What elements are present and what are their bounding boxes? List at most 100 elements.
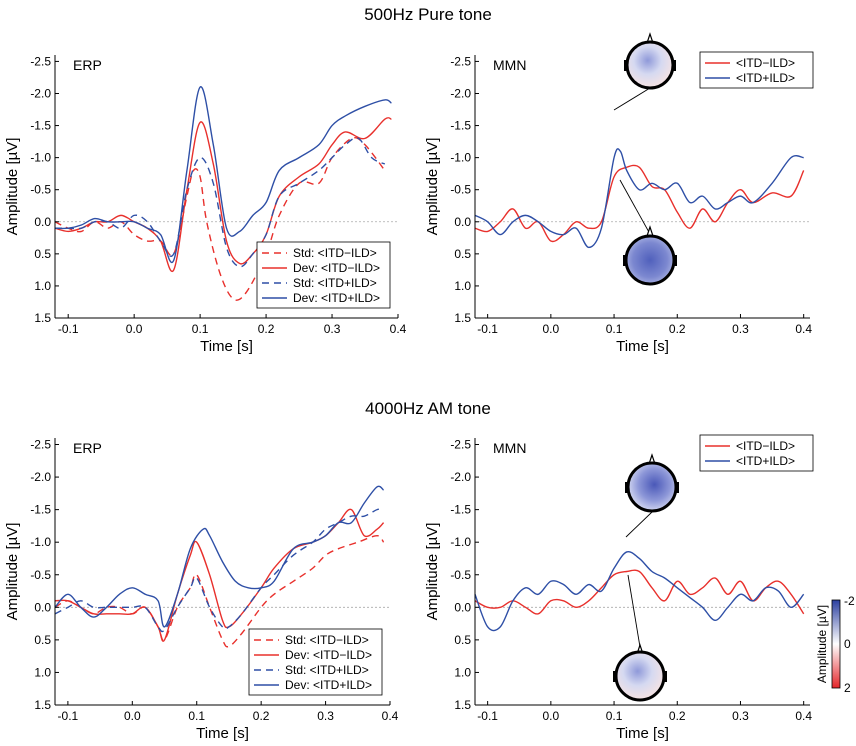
legend-entry: <ITD+ILD> <box>736 71 795 85</box>
series-line-0 <box>474 569 805 615</box>
panel-label: ERP <box>73 57 102 73</box>
x-tick-label: -0.1 <box>58 322 79 336</box>
x-axis-label: Time [s] <box>616 725 669 742</box>
y-tick-label: 1.5 <box>34 311 51 325</box>
y-tick-label: 0.0 <box>454 215 471 229</box>
legend-entry: <ITD−ILD> <box>736 439 795 453</box>
y-tick-label: -2.5 <box>450 438 471 452</box>
topomap-500-bottom <box>619 179 677 286</box>
x-axis-label: Time [s] <box>616 338 669 355</box>
mmn-500-panel: -2.5 -2.0 -1.5 -1.0 -0.5 0.0 0.5 1.0 1.5 -0.1 0.0 0… <box>424 51 814 355</box>
y-axis-label: Amplitude [µV] <box>424 138 441 236</box>
series-line-3 <box>54 86 392 264</box>
legend-box <box>699 51 814 89</box>
section-title-500hz: 500Hz Pure tone <box>364 5 492 24</box>
x-axis-label: Time [s] <box>200 338 253 355</box>
y-tick-label: 0.5 <box>34 633 51 647</box>
y-tick-label: 1.5 <box>454 311 471 325</box>
series-line-1 <box>474 148 804 249</box>
x-tick-label: 0.3 <box>324 322 341 336</box>
panel-label: ERP <box>73 440 102 456</box>
y-tick-label: 1.0 <box>454 665 471 679</box>
series-line-0 <box>54 534 385 648</box>
legend: Std: <ITD−ILD>Dev: <ITD−ILD>Std: <ITD+IL… <box>256 241 391 309</box>
erp-500-panel: -2.5 -2.0 -1.5 -1.0 -0.5 0.0 0.5 1.0 1.5 -0.1 0.0 0… <box>4 54 407 355</box>
y-tick-label: -1.5 <box>30 503 51 517</box>
x-tick-label: 0.0 <box>124 709 141 723</box>
y-tick-label: 1.0 <box>34 665 51 679</box>
x-axis-label: Time [s] <box>196 725 249 742</box>
legend: Std: <ITD−ILD>Dev: <ITD−ILD>Std: <ITD+IL… <box>248 628 383 696</box>
legend-entry: <ITD+ILD> <box>736 454 795 468</box>
x-tick-label: -0.1 <box>477 709 498 723</box>
colorbar-tick-mid: 0 <box>844 637 851 651</box>
y-tick-label: -2.0 <box>450 470 471 484</box>
series-line-0 <box>474 164 805 243</box>
legend-entry: Dev: <ITD−ILD> <box>293 261 380 275</box>
y-tick-label: -1.0 <box>30 535 51 549</box>
y-tick-label: -2.5 <box>450 54 471 68</box>
y-tick-label: -1.0 <box>450 535 471 549</box>
x-tick-label: 0.3 <box>732 709 749 723</box>
y-axis-label: Amplitude [µV] <box>4 523 21 621</box>
x-tick-label: 0.1 <box>192 322 209 336</box>
y-axis-label: Amplitude [µV] <box>424 523 441 621</box>
x-tick-label: 0.3 <box>732 322 749 336</box>
legend-entry: Std: <ITD+ILD> <box>293 276 377 290</box>
colorbar-tick-bottom: 2 <box>844 681 851 695</box>
y-tick-label: -2.0 <box>30 86 51 100</box>
colorbar: -2 0 2 Amplitude [µV] <box>815 594 855 695</box>
y-tick-label: 1.0 <box>34 279 51 293</box>
y-tick-label: 0.5 <box>454 633 471 647</box>
x-tick-label: 0.1 <box>606 322 623 336</box>
topomap-500-top <box>613 32 676 111</box>
legend-entry: Dev: <ITD+ILD> <box>293 291 380 305</box>
y-tick-label: -0.5 <box>30 183 51 197</box>
erp-4000-panel: -2.5 -2.0 -1.5 -1.0 -0.5 0.0 0.5 1.0 1.5 -0.1 0.0 0… <box>4 438 399 742</box>
y-tick-label: 0.0 <box>34 215 51 229</box>
legend-entry: Dev: <ITD−ILD> <box>285 648 372 662</box>
y-tick-label: 0.0 <box>34 600 51 614</box>
x-tick-label: 0.2 <box>253 709 270 723</box>
x-tick-label: 0.0 <box>126 322 143 336</box>
legend-entry: Std: <ITD−ILD> <box>293 246 377 260</box>
y-tick-label: -1.5 <box>450 119 471 133</box>
y-tick-label: 0.0 <box>454 600 471 614</box>
mmn-4000-panel: -2.5 -2.0 -1.5 -1.0 -0.5 0.0 0.5 1.0 1.5 -0.1 0.0 0… <box>424 434 814 742</box>
series-line-2 <box>54 508 384 633</box>
series-line-0 <box>54 137 386 301</box>
topomap-4000-top <box>625 453 679 538</box>
x-tick-label: 0.2 <box>669 709 686 723</box>
colorbar-label: Amplitude [µV] <box>815 605 829 683</box>
x-tick-label: -0.1 <box>477 322 498 336</box>
x-tick-label: 0.3 <box>317 709 334 723</box>
x-tick-label: 0.1 <box>188 709 205 723</box>
series-line-3 <box>54 485 385 628</box>
y-tick-label: -0.5 <box>450 568 471 582</box>
legend-entry: Dev: <ITD+ILD> <box>285 678 372 692</box>
y-tick-label: 1.0 <box>454 279 471 293</box>
y-tick-label: -2.0 <box>450 86 471 100</box>
x-tick-label: -0.1 <box>58 709 79 723</box>
y-axis-label: Amplitude [µV] <box>4 138 21 236</box>
x-tick-label: 0.0 <box>543 322 560 336</box>
panel-label: MMN <box>493 57 526 73</box>
y-tick-label: 1.5 <box>34 698 51 712</box>
x-tick-label: 0.4 <box>795 709 812 723</box>
y-tick-label: -2.5 <box>30 54 51 68</box>
y-tick-label: -1.0 <box>30 151 51 165</box>
y-tick-label: -2.5 <box>30 438 51 452</box>
y-tick-label: -1.5 <box>450 503 471 517</box>
y-tick-label: -1.0 <box>450 151 471 165</box>
y-tick-label: -2.0 <box>30 470 51 484</box>
series-line-1 <box>54 508 385 642</box>
series-line-1 <box>474 550 805 632</box>
x-tick-label: 0.4 <box>795 322 812 336</box>
panel-label: MMN <box>493 440 526 456</box>
legend-box <box>699 434 814 472</box>
y-tick-label: 0.5 <box>34 247 51 261</box>
legend-entry: Std: <ITD−ILD> <box>285 633 369 647</box>
y-tick-label: 1.5 <box>454 698 471 712</box>
colorbar-gradient <box>831 599 841 689</box>
